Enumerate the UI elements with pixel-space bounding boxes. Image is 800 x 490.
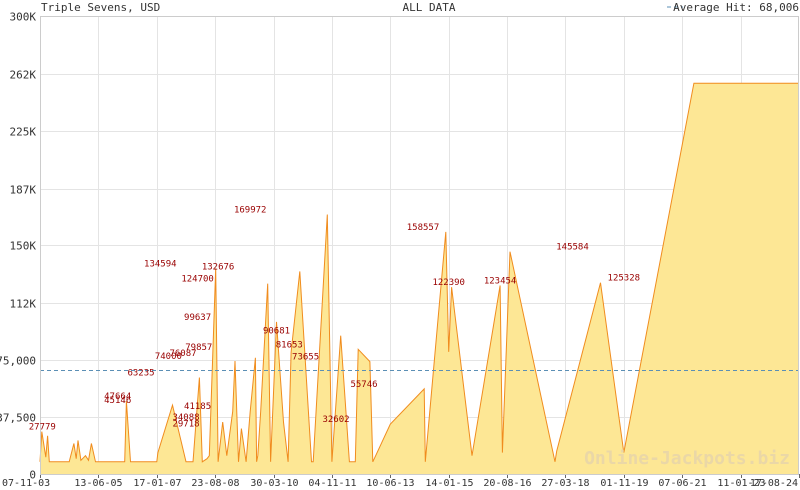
grid [40,16,799,474]
x-tick-label: 04-11-11 [308,478,356,489]
data-label: 99637 [184,313,211,323]
data-label: 55746 [350,380,377,390]
data-label: 74000 [155,352,182,362]
data-label: 134594 [144,260,177,270]
data-label: 125328 [608,274,641,284]
chart-title: ALL DATA [403,1,456,14]
data-label: 132676 [202,262,235,272]
y-tick-label: 37,500 [0,412,36,425]
plot-frame [40,16,799,475]
x-tick-label: 07-06-21 [658,478,706,489]
data-label: 73655 [292,353,319,363]
y-tick-label: 262K [10,69,37,82]
y-tick-label: 75,000 [0,355,36,368]
jackpot-area [40,83,799,474]
data-label: 76087 [169,349,196,359]
average-legend-label: Average Hit: 68,006 [673,1,799,14]
watermark: Online-Jackpots.biz [584,448,790,469]
x-tick-label: 17-01-07 [133,478,181,489]
x-tick-label: 17-08-24 [750,478,798,489]
axes: 0 37,500 75,000 112K 150K 187K 225K 262K 300K 07-… [0,11,800,489]
area-layer [39,82,799,474]
data-label: 122390 [432,278,465,288]
data-label: 47664 [104,392,131,402]
y-tick-label: 300K [10,11,37,24]
data-label: 123454 [484,277,517,287]
x-tick-label: 14-01-15 [425,478,473,489]
data-label: 29718 [172,420,199,430]
data-label: 27779 [29,423,56,433]
jackpot-line [39,82,799,463]
data-label: 34088 [172,413,199,423]
y-tick-label: 225K [10,126,37,139]
y-tick-label: 0 [29,469,36,482]
data-label: 79857 [185,343,212,353]
data-label: 81653 [276,340,303,350]
data-label: 169972 [234,206,267,216]
x-tick-label: 23-08-08 [191,478,239,489]
x-tick-label: 11-01-23 [717,478,765,489]
chart-subtitle: Triple Sevens, USD [41,1,160,14]
x-tick-label: 10-06-13 [366,478,414,489]
y-tick-label: 150K [10,240,37,253]
data-label: 41185 [184,402,211,412]
data-label: 145584 [556,243,589,253]
y-tick-label: 187K [10,184,37,197]
y-tick-label: 112K [10,298,37,311]
data-label: 158557 [407,223,440,233]
data-label: 124700 [181,275,214,285]
x-tick-label: 27-03-18 [541,478,589,489]
x-tick-label: 01-11-19 [600,478,648,489]
data-label: 32602 [322,415,349,425]
x-tick-label: 07-11-03 [2,478,50,489]
x-tick-label: 13-06-05 [74,478,122,489]
x-tick-label: 20-08-16 [483,478,531,489]
data-label: 90681 [263,327,290,337]
x-tick-label: 30-03-10 [250,478,298,489]
data-label: 45146 [104,396,131,406]
data-label: 63235 [127,369,154,379]
